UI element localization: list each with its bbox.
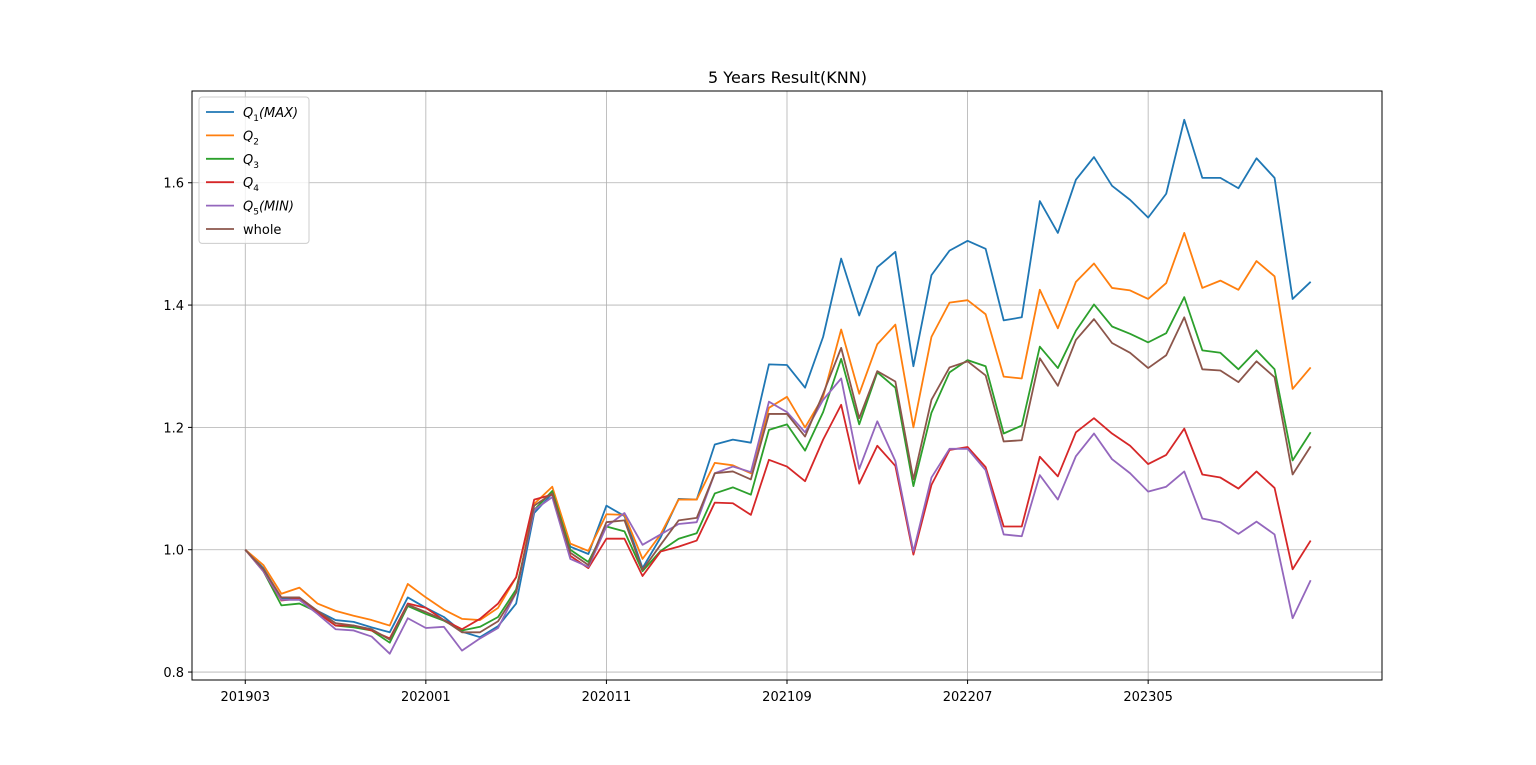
legend-box (198, 96, 310, 244)
series-line-0 (244, 118, 1312, 639)
x-tick-label: 202011 (582, 690, 632, 705)
series-line-3 (244, 403, 1312, 640)
y-tick-label: 1.0 (163, 544, 184, 559)
series-group (244, 118, 1312, 655)
legend-label-suffix: (MAX) (259, 106, 298, 121)
legend-label-base: Q (243, 153, 253, 168)
legend-label-base: Q (243, 176, 253, 191)
series-line-4 (244, 377, 1312, 655)
legend-label-base: Q (243, 106, 253, 121)
x-tick-label: 202001 (401, 690, 451, 705)
y-tick-label: 1.4 (163, 299, 184, 314)
x-tick-label: 202207 (943, 690, 993, 705)
y-tick-label: 1.2 (163, 421, 184, 436)
legend-label-suffix: (MIN) (259, 200, 294, 215)
legend-label: Q1(MAX) (243, 106, 298, 124)
series-line-2 (244, 296, 1312, 644)
legend-label-subscript: 1 (253, 114, 259, 124)
y-tick-label: 1.6 (163, 177, 184, 192)
legend-label: Q4 (243, 176, 259, 194)
x-tick-label: 201903 (220, 690, 270, 705)
legend-label-subscript: 5 (253, 208, 259, 218)
series-line-5 (244, 316, 1312, 641)
legend-label: Q2 (243, 129, 259, 147)
x-axis: 201903 202001 202011 202109 202207 202305 (220, 680, 1173, 705)
y-tick-label: 0.8 (163, 666, 184, 681)
legend-label-subscript: 2 (253, 137, 259, 147)
legend-label-base: whole (243, 223, 281, 238)
legend-label: whole (243, 223, 281, 238)
grid (192, 91, 1382, 680)
legend-label: Q5(MIN) (243, 200, 294, 218)
legend-label-base: Q (243, 129, 253, 144)
y-axis: 0.8 1.0 1.2 1.4 1.6 (163, 177, 192, 681)
legend-label-subscript: 4 (253, 184, 259, 194)
legend-label: Q3 (243, 153, 259, 171)
series-line-1 (244, 231, 1312, 627)
chart-title: 5 Years Result(KNN) (708, 68, 867, 87)
x-tick-label: 202109 (762, 690, 812, 705)
x-tick-label: 202305 (1123, 690, 1173, 705)
legend-label-base: Q (243, 200, 253, 215)
legend-label-subscript: 3 (253, 161, 259, 171)
